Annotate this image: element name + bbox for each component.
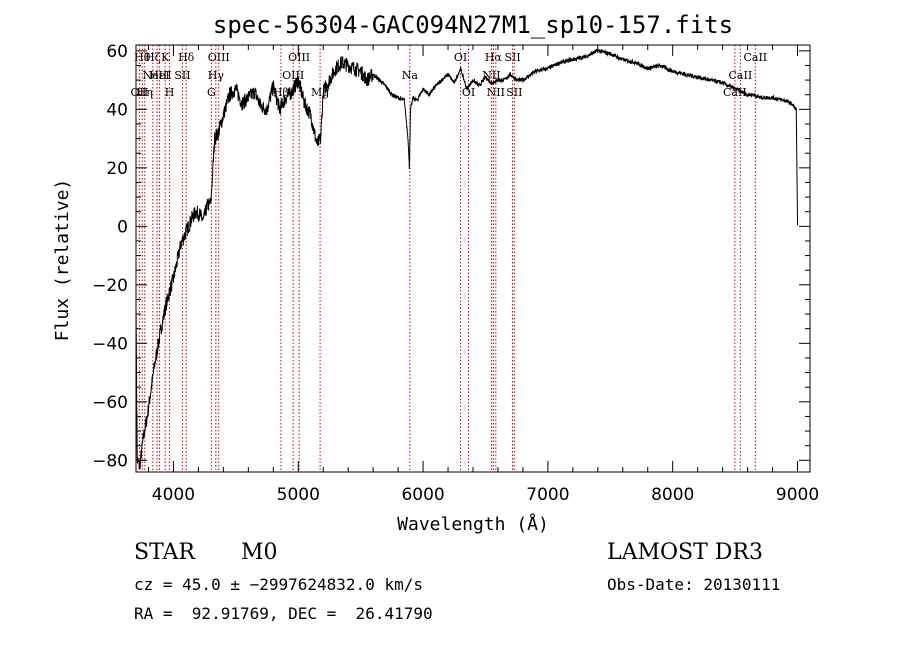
- y-tick-label: 60: [106, 42, 128, 62]
- plot-frame: [135, 44, 811, 473]
- marker-label: OIII: [282, 69, 304, 82]
- marker-label: OI: [462, 86, 475, 99]
- survey-name: LAMOST DR3: [607, 540, 763, 565]
- marker-label: Hδ: [178, 51, 195, 64]
- marker-label: NII: [487, 86, 505, 99]
- spectrum-line: [135, 48, 798, 469]
- marker-label: Hα: [485, 51, 503, 64]
- y-tick-label: −40: [92, 334, 128, 354]
- x-tick-label: 8000: [651, 485, 694, 505]
- y-tick-label: −60: [92, 393, 128, 413]
- y-tick-label: 20: [106, 159, 128, 179]
- x-tick-label: 9000: [776, 485, 819, 505]
- marker-label: CaII: [743, 51, 767, 64]
- redshift-text: cz = 45.0 ± −2997624832.0 km/s: [134, 575, 423, 594]
- x-tick-label: 6000: [401, 485, 444, 505]
- marker-label: Mg: [311, 86, 329, 99]
- y-axis: −80 −60 −40 −20 0 20 40 60: [92, 42, 810, 471]
- object-subclass: M0: [241, 540, 278, 565]
- marker-label: OIII: [208, 51, 230, 64]
- marker-label: OI: [454, 51, 467, 64]
- marker-label: Hη: [137, 86, 153, 99]
- y-tick-label: −20: [92, 276, 128, 296]
- y-axis-label: Flux (relative): [52, 179, 73, 342]
- x-tick-label: 5000: [277, 485, 320, 505]
- coordinates-text: RA = 92.91769, DEC = 26.41790: [134, 604, 433, 623]
- x-tick-label: 4000: [152, 485, 195, 505]
- object-class: STAR: [134, 540, 195, 565]
- x-axis-label: Wavelength (Å): [397, 513, 549, 535]
- marker-label: CaII: [729, 69, 753, 82]
- marker-label: CaII: [723, 86, 747, 99]
- line-markers: OIIHθHηHζNeIIIHeIKHSIIHδGHγOIIIHβOIIIOII…: [131, 45, 767, 472]
- spectrum-series: [135, 48, 798, 469]
- marker-label: Na: [402, 69, 419, 82]
- marker-label: G: [207, 86, 216, 99]
- marker-label: Hγ: [208, 69, 225, 82]
- marker-label: SII: [506, 86, 522, 99]
- chart-title: spec-56304-GAC094N27M1_sp10-157.fits: [213, 11, 733, 39]
- y-tick-label: 40: [106, 100, 128, 120]
- marker-label: SII: [504, 51, 520, 64]
- marker-label: Hθ: [134, 51, 151, 64]
- marker-label: H: [165, 86, 175, 99]
- marker-label: Hζ: [145, 51, 161, 64]
- marker-label: SII: [174, 69, 190, 82]
- x-tick-label: 7000: [526, 485, 569, 505]
- obs-date-text: Obs-Date: 20130111: [607, 575, 781, 594]
- y-tick-label: −80: [92, 451, 128, 471]
- marker-label: K: [161, 51, 170, 64]
- marker-label: HeI: [149, 69, 169, 82]
- y-tick-label: 0: [117, 217, 128, 237]
- marker-label: OIII: [288, 51, 310, 64]
- marker-label: OII: [131, 86, 149, 99]
- x-axis: 4000 5000 6000 7000 8000 9000: [147, 45, 819, 505]
- marker-label: NeIII: [143, 69, 172, 82]
